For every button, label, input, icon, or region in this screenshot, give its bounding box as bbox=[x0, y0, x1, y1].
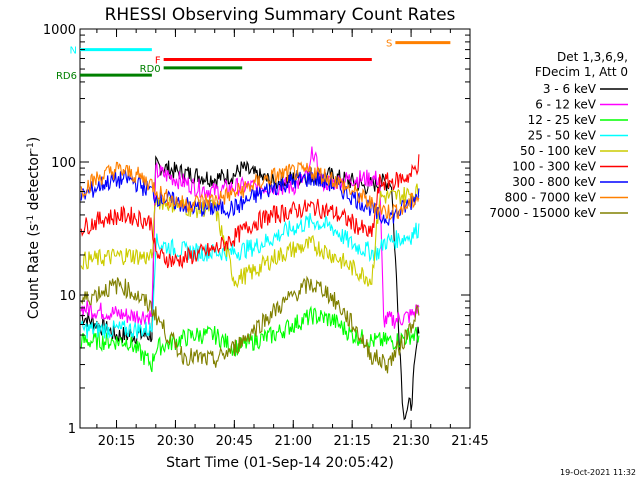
legend-label: 6 - 12 keV bbox=[535, 98, 597, 112]
y-axis-label: Count Rate (s-1 detector-1) bbox=[26, 137, 42, 319]
series-line bbox=[80, 183, 420, 289]
y-tick-label: 1000 bbox=[43, 23, 76, 38]
legend-label: 12 - 25 keV bbox=[528, 113, 597, 127]
y-label-mid: detector bbox=[26, 151, 42, 215]
y-tick-label: 100 bbox=[51, 156, 76, 171]
x-tick-label: 20:30 bbox=[157, 434, 194, 449]
x-tick-label: 21:45 bbox=[451, 434, 488, 449]
legend-header-1: Det 1,3,6,9, bbox=[557, 50, 628, 64]
series-line bbox=[80, 161, 420, 221]
legend-label: 25 - 50 keV bbox=[528, 129, 597, 143]
legend-label: 100 - 300 keV bbox=[512, 160, 596, 174]
series-line bbox=[80, 154, 420, 269]
series-line bbox=[80, 275, 420, 374]
chart-title: RHESSI Observing Summary Count Rates bbox=[105, 5, 456, 25]
y-tick-label: 10 bbox=[59, 289, 76, 304]
x-tick-label: 21:00 bbox=[275, 434, 312, 449]
x-tick-label: 21:15 bbox=[333, 434, 370, 449]
y-tick-label: 1 bbox=[68, 422, 76, 437]
legend-label: 800 - 7000 keV bbox=[505, 191, 597, 205]
annotation-label: RD0 bbox=[140, 64, 161, 75]
legend-label: 50 - 100 keV bbox=[520, 144, 597, 158]
x-tick-label: 21:30 bbox=[392, 434, 429, 449]
series-line bbox=[80, 213, 420, 339]
legend-label: 300 - 800 keV bbox=[512, 175, 596, 189]
series-line bbox=[80, 155, 420, 421]
x-tick-label: 20:45 bbox=[216, 434, 253, 449]
plot-area bbox=[79, 28, 471, 429]
annotation-label: RD6 bbox=[56, 71, 77, 82]
annotation-label: S bbox=[386, 39, 392, 50]
y-label-sup1: -1 bbox=[26, 215, 36, 224]
x-tick-label: 20:15 bbox=[98, 434, 135, 449]
legend: Det 1,3,6,9, FDecim 1, Att 0 3 - 6 keV 6 … bbox=[489, 50, 628, 220]
y-label-end: ) bbox=[26, 137, 42, 142]
x-axis-label: Start Time (01-Sep-14 20:05:42) bbox=[166, 455, 394, 471]
annotation-label: N bbox=[70, 46, 77, 57]
y-label-sup2: -1 bbox=[26, 142, 36, 151]
legend-label: 3 - 6 keV bbox=[543, 82, 597, 96]
plot-frame bbox=[79, 28, 471, 429]
axis-layer: 20:15 20:30 20:45 21:00 21:15 21:30 21:45 1 10 10… bbox=[43, 23, 489, 449]
y-label-main: Count Rate (s bbox=[26, 224, 42, 319]
series-layer bbox=[80, 146, 420, 421]
legend-header-2: FDecim 1, Att 0 bbox=[535, 65, 628, 79]
footer-date: 19-Oct-2021 11:32 bbox=[560, 468, 636, 477]
annotation-label: F bbox=[155, 55, 161, 66]
series-line bbox=[80, 169, 420, 226]
legend-label: 7000 - 15000 keV bbox=[489, 206, 596, 220]
